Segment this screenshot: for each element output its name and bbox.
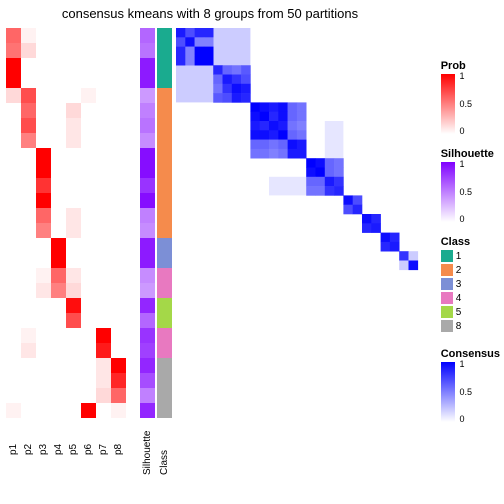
col-label: p8	[113, 444, 124, 455]
chart-title: consensus kmeans with 8 groups from 50 p…	[0, 6, 420, 21]
legend-class-item: 3	[441, 278, 500, 292]
legend-prob: Prob 1 0.5 0	[441, 60, 500, 134]
col-label: Silhouette	[142, 464, 153, 475]
col-label: p5	[68, 444, 79, 455]
legend-class-item: 5	[441, 306, 500, 320]
col-label: p2	[23, 444, 34, 455]
legend-consensus: Consensus 1 0.5 0	[441, 348, 500, 422]
heatmap-plot	[6, 28, 426, 428]
col-label: p3	[38, 444, 49, 455]
col-label: p4	[53, 444, 64, 455]
legend-class: Class 123458	[441, 236, 500, 334]
legend-class-item: 1	[441, 250, 500, 264]
col-label: p1	[8, 444, 19, 455]
legend-silhouette: Silhouette 1 0.5 0	[441, 148, 500, 222]
legends: Prob 1 0.5 0 Silhouette 1 0.5 0 Class 12…	[441, 60, 500, 436]
col-label: p6	[83, 444, 94, 455]
col-label: Class	[159, 464, 170, 475]
legend-class-item: 8	[441, 320, 500, 334]
legend-class-item: 2	[441, 264, 500, 278]
legend-class-item: 4	[441, 292, 500, 306]
col-label: p7	[98, 444, 109, 455]
